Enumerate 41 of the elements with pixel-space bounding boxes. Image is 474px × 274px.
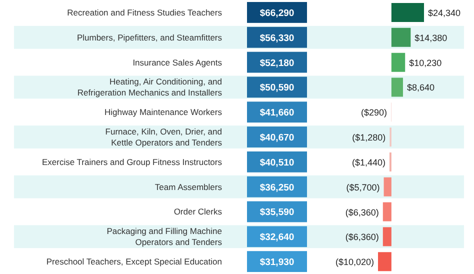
data-label: ($10,020) [335, 257, 374, 268]
bar [391, 78, 403, 97]
data-label: $36,250 [260, 182, 294, 194]
y-tick-label: Exercise Trainers and Group Fitness Instructors [42, 156, 222, 167]
data-label: $56,330 [260, 32, 294, 44]
bar [378, 252, 392, 272]
data-label: $40,670 [260, 132, 294, 144]
bar [391, 28, 411, 47]
data-label: $52,180 [260, 58, 294, 69]
y-tick-label: Heating, Air Conditioning, and Refrigeration Mechanics and Installers [77, 76, 222, 98]
data-label: $31,930 [260, 257, 294, 268]
y-tick-label: Plumbers, Pipefitters, and Steamfitters [76, 32, 222, 42]
bar [382, 202, 392, 222]
data-label: $35,590 [260, 207, 294, 218]
data-label: $24,340 [428, 8, 461, 18]
y-tick-label: Order Clerks [174, 206, 222, 217]
data-label: $10,230 [409, 58, 442, 68]
data-label: ($6,360) [345, 232, 379, 242]
data-label: ($1,280) [352, 132, 386, 143]
bar [391, 3, 424, 22]
data-label: ($5,700) [346, 182, 380, 192]
bar [384, 177, 392, 196]
y-tick-label: Furnace, Kiln, Oven, Drier, and Kettle Operators and Tenders [105, 126, 222, 148]
data-label: $40,510 [260, 157, 294, 168]
y-tick-label: Packaging and Filling Machine Operators and Tenders [106, 226, 222, 248]
data-label: $41,660 [260, 108, 294, 119]
data-label: $8,640 [406, 82, 435, 93]
data-label: ($290) [361, 108, 388, 118]
y-tick-label: Recreation and Fitness Studies Teachers [67, 7, 222, 18]
data-label: $66,290 [260, 8, 294, 19]
bar [391, 52, 406, 72]
data-label: $50,590 [260, 82, 294, 94]
bar [382, 227, 392, 246]
data-label: ($6,360) [345, 207, 379, 218]
y-tick-label: Team Assemblers [154, 182, 222, 192]
y-tick-label: Insurance Sales Agents [132, 57, 222, 68]
y-tick-label: Highway Maintenance Workers [104, 107, 222, 118]
data-label: $32,640 [260, 232, 294, 244]
y-tick-label: Preschool Teachers, Except Special Education [46, 256, 222, 267]
data-label: ($1,440) [352, 157, 386, 168]
data-label: $14,380 [414, 32, 448, 43]
